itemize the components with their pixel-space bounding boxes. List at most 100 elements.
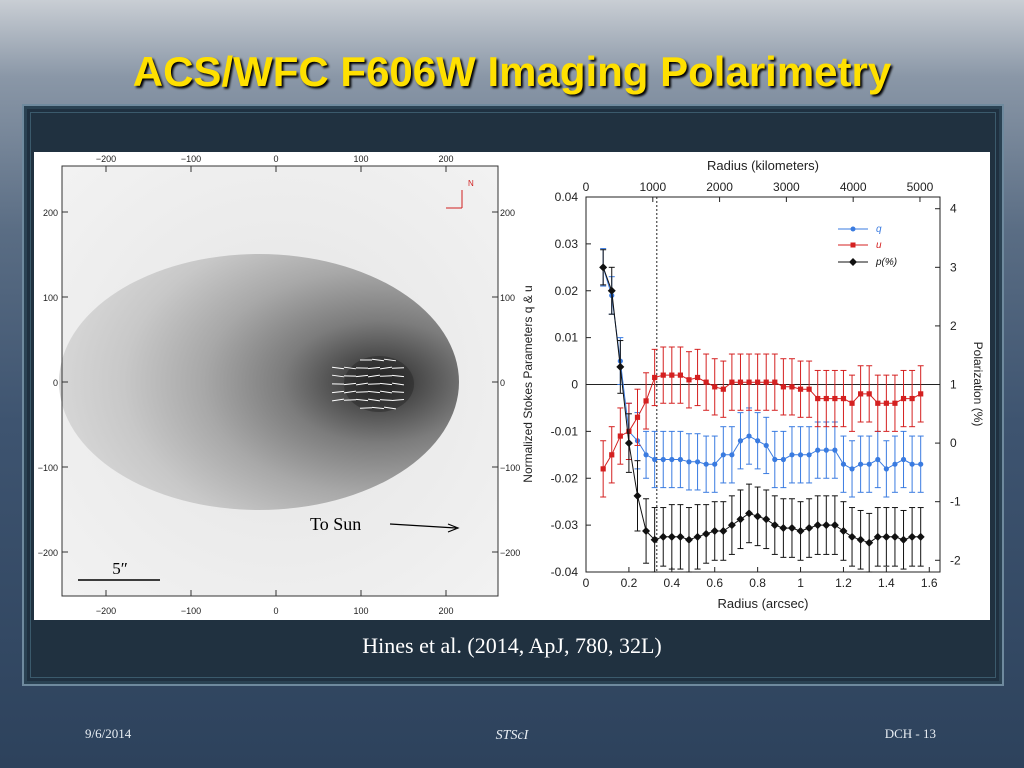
data-point [797, 452, 804, 458]
data-point [772, 379, 778, 385]
x2-tick-label: 0 [583, 180, 590, 194]
polarization-vector [343, 390, 357, 394]
legend-u-marker [850, 242, 856, 248]
data-point [729, 452, 735, 458]
legend-u-label: u [876, 240, 882, 251]
polarization-vector [343, 382, 357, 386]
chart-legend: q u p(%) [838, 224, 897, 268]
image-right-tick: −100 [500, 463, 520, 473]
data-point [616, 362, 625, 371]
polarization-vector [391, 382, 405, 386]
polarization-vector [355, 391, 369, 393]
data-point [890, 532, 899, 541]
polarization-vector [331, 366, 345, 370]
data-point [712, 461, 718, 467]
polarization-vector [331, 390, 345, 394]
data-point [866, 461, 872, 467]
data-point [908, 532, 917, 541]
y-tick-label: -0.01 [551, 424, 579, 438]
x-tick-label: 0.6 [706, 576, 723, 590]
data-point [840, 395, 847, 402]
x-tick-label: 0 [583, 576, 590, 590]
polarization-vector [383, 406, 397, 410]
data-point [669, 372, 675, 378]
series-layer [599, 248, 925, 573]
polarization-vector [371, 406, 385, 410]
data-point [652, 374, 658, 381]
data-point [703, 379, 709, 385]
image-left-tick: 200 [43, 208, 58, 218]
data-point [703, 461, 709, 467]
polarization-vector [355, 374, 369, 378]
polarization-chart: 0 0.2 0.4 0.6 0.8 1 1.2 1.4 1.6 0.04 0.03 0.02 0.01 0… [521, 158, 985, 611]
data-point [660, 372, 666, 378]
y2-axis-label: Polarization (%) [971, 342, 985, 427]
data-point [875, 400, 881, 406]
data-point [892, 400, 898, 406]
data-point [677, 372, 683, 378]
data-point [815, 447, 821, 453]
polarization-vector [379, 390, 393, 394]
image-right-tick: 200 [500, 208, 515, 218]
data-point [669, 456, 675, 463]
data-point [667, 532, 676, 541]
data-point [720, 386, 726, 392]
data-point [684, 535, 693, 544]
x-tick-label: 0.8 [749, 576, 766, 590]
data-point [660, 456, 666, 463]
data-point [763, 442, 769, 449]
data-point [770, 521, 779, 530]
data-point [848, 532, 857, 541]
data-point [797, 386, 804, 392]
data-point [796, 526, 805, 535]
comet-image-panel: −200 −100 0 100 200 −200 −100 0 100 200 … [34, 152, 520, 620]
data-point [624, 439, 633, 448]
polarization-vector [379, 382, 393, 386]
data-point [659, 532, 668, 541]
x2-axis-label: Radius (kilometers) [707, 158, 819, 173]
data-point [858, 391, 864, 397]
footer-date: 9/6/2014 [85, 726, 132, 741]
image-right-tick: −200 [500, 548, 520, 558]
image-top-tick: −100 [181, 154, 201, 164]
x2-tick-label: 2000 [706, 180, 733, 194]
data-point [755, 438, 761, 444]
y-tick-label: 0.04 [555, 190, 579, 204]
y-tick-label: 0 [571, 378, 578, 392]
data-point [729, 379, 735, 385]
y-tick-label: 0.01 [555, 331, 579, 345]
polarization-vector [391, 374, 405, 378]
image-bottom-tick: −100 [181, 606, 201, 616]
data-point [849, 466, 855, 472]
data-point [702, 529, 711, 538]
image-top-tick: 200 [438, 154, 453, 164]
x2-tick-label: 1000 [639, 180, 666, 194]
x2-tick-label: 5000 [907, 180, 934, 194]
data-point [746, 379, 752, 385]
data-point [772, 456, 778, 463]
data-point [643, 398, 649, 404]
data-point [599, 263, 608, 272]
y-tick-label: 0.02 [555, 284, 579, 298]
data-point [694, 459, 701, 465]
polarization-vector [379, 375, 393, 377]
polarization-vector [383, 358, 397, 362]
data-point [789, 384, 795, 390]
data-point [650, 535, 659, 544]
x-tick-label: 1.4 [878, 576, 895, 590]
data-point [686, 377, 692, 383]
legend-p-label: p(%) [875, 257, 897, 268]
image-bottom-tick: −200 [96, 606, 116, 616]
x-tick-label: 1.6 [921, 576, 938, 590]
to-sun-label: To Sun [310, 514, 361, 534]
image-top-tick: −200 [96, 154, 116, 164]
polarization-vector [343, 366, 357, 370]
image-top-tick: 100 [353, 154, 368, 164]
polarization-vector [331, 398, 345, 402]
data-point [873, 532, 882, 541]
data-point [806, 386, 812, 392]
polarization-vector [355, 398, 369, 402]
data-point [882, 532, 891, 541]
data-point [856, 535, 865, 544]
data-point [633, 491, 642, 500]
